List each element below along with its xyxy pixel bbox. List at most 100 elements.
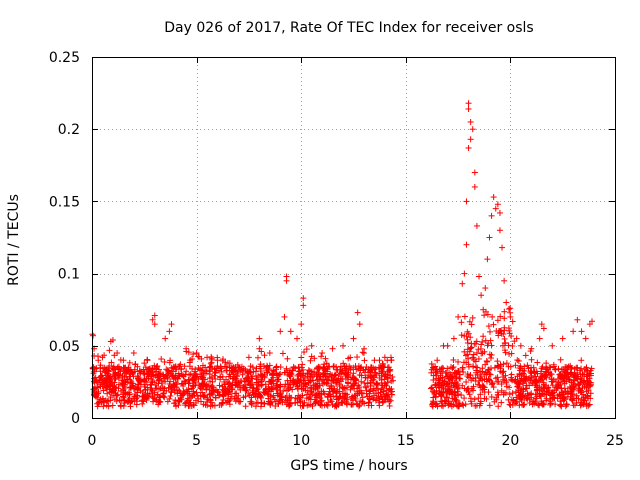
data-point bbox=[175, 370, 182, 377]
data-point bbox=[275, 401, 282, 408]
data-point bbox=[224, 360, 231, 367]
data-point bbox=[119, 382, 126, 389]
data-point bbox=[470, 387, 477, 394]
data-point bbox=[106, 347, 113, 354]
data-point bbox=[484, 311, 491, 318]
data-point bbox=[178, 396, 185, 403]
data-point bbox=[548, 375, 555, 382]
data-point bbox=[473, 222, 480, 229]
data-point bbox=[239, 371, 246, 378]
data-point bbox=[552, 401, 559, 408]
data-point bbox=[165, 384, 172, 391]
data-point bbox=[563, 401, 570, 408]
data-point bbox=[376, 395, 383, 402]
data-point bbox=[190, 390, 197, 397]
data-point bbox=[509, 318, 516, 325]
data-point bbox=[488, 342, 495, 349]
data-point bbox=[99, 372, 106, 379]
data-point bbox=[305, 380, 312, 387]
data-point bbox=[468, 321, 475, 328]
data-point bbox=[277, 391, 284, 398]
data-point bbox=[193, 389, 200, 396]
data-point bbox=[461, 348, 468, 355]
data-point bbox=[350, 375, 357, 382]
data-point bbox=[469, 354, 476, 361]
data-point bbox=[125, 364, 132, 371]
data-point bbox=[463, 359, 470, 366]
data-point bbox=[467, 345, 474, 352]
data-point bbox=[587, 382, 594, 389]
data-point bbox=[324, 394, 331, 401]
data-point bbox=[317, 395, 324, 402]
data-point bbox=[578, 357, 585, 364]
data-point bbox=[323, 360, 330, 367]
data-point bbox=[427, 385, 434, 392]
data-point bbox=[498, 399, 505, 406]
data-point bbox=[433, 372, 440, 379]
data-point bbox=[242, 403, 249, 410]
data-point bbox=[356, 390, 363, 397]
data-point bbox=[513, 379, 520, 386]
data-point bbox=[276, 383, 283, 390]
data-point bbox=[340, 342, 347, 349]
data-point bbox=[273, 363, 280, 370]
data-point bbox=[192, 366, 199, 373]
data-point bbox=[469, 363, 476, 370]
data-point bbox=[225, 384, 232, 391]
data-point bbox=[577, 375, 584, 382]
data-point bbox=[518, 385, 525, 392]
data-point bbox=[451, 384, 458, 391]
data-point bbox=[506, 350, 513, 357]
data-point bbox=[273, 371, 280, 378]
data-point bbox=[241, 385, 248, 392]
data-point bbox=[361, 369, 368, 376]
data-point bbox=[498, 381, 505, 388]
data-point bbox=[155, 401, 162, 408]
data-point bbox=[195, 364, 202, 371]
data-point bbox=[467, 334, 474, 341]
data-point bbox=[538, 374, 545, 381]
data-point bbox=[286, 395, 293, 402]
data-point bbox=[543, 388, 550, 395]
data-point bbox=[475, 355, 482, 362]
data-point bbox=[122, 390, 129, 397]
data-point bbox=[342, 390, 349, 397]
data-point bbox=[212, 394, 219, 401]
data-point bbox=[480, 383, 487, 390]
data-point bbox=[186, 359, 193, 366]
data-point bbox=[482, 285, 489, 292]
data-point bbox=[455, 358, 462, 365]
data-point bbox=[471, 183, 478, 190]
data-point bbox=[367, 379, 374, 386]
data-point bbox=[538, 368, 545, 375]
data-point bbox=[345, 372, 352, 379]
data-point bbox=[554, 384, 561, 391]
data-point bbox=[354, 354, 361, 361]
data-point bbox=[133, 401, 140, 408]
data-point bbox=[315, 400, 322, 407]
data-point bbox=[282, 369, 289, 376]
data-point bbox=[495, 332, 502, 339]
data-point bbox=[479, 338, 486, 345]
data-point bbox=[514, 383, 521, 390]
data-point bbox=[294, 376, 301, 383]
data-point bbox=[476, 273, 483, 280]
data-point bbox=[581, 383, 588, 390]
x-tick-label: 5 bbox=[192, 433, 201, 449]
data-point bbox=[509, 390, 516, 397]
data-point bbox=[266, 362, 273, 369]
data-point bbox=[117, 403, 124, 410]
data-point bbox=[322, 373, 329, 380]
data-point bbox=[446, 369, 453, 376]
data-point bbox=[247, 369, 254, 376]
data-point bbox=[166, 395, 173, 402]
data-point bbox=[353, 400, 360, 407]
data-point bbox=[578, 396, 585, 403]
data-point bbox=[469, 126, 476, 133]
data-point bbox=[361, 357, 368, 364]
data-point bbox=[295, 385, 302, 392]
data-point bbox=[528, 345, 535, 352]
data-point bbox=[501, 308, 508, 315]
data-point bbox=[562, 403, 569, 410]
data-point bbox=[443, 390, 450, 397]
